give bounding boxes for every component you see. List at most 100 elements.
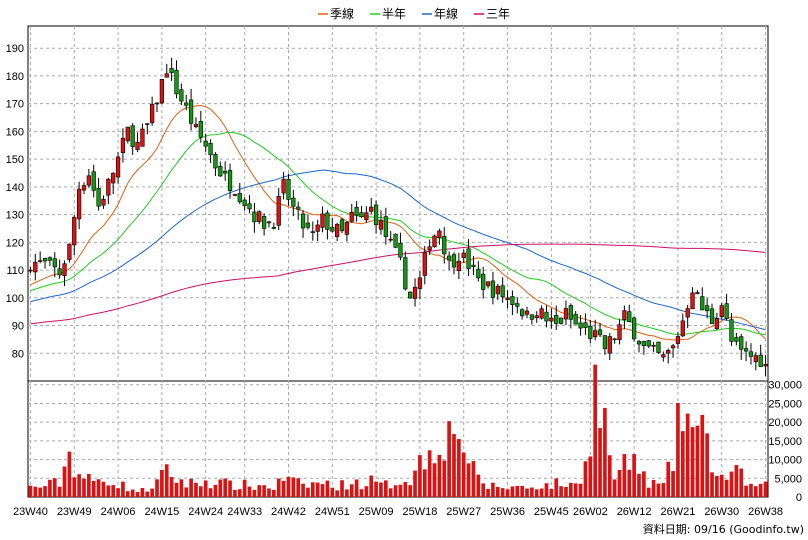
- candle-body: [734, 337, 739, 342]
- volume-bar: [276, 478, 281, 497]
- candle-body: [510, 296, 515, 305]
- candle-body: [335, 223, 340, 237]
- candle-body: [524, 310, 530, 315]
- candle-body: [261, 216, 267, 229]
- candle: [636, 339, 642, 353]
- volume-bar: [121, 481, 125, 497]
- volume-bar: [184, 487, 189, 497]
- candle: [709, 303, 715, 325]
- volume-bar: [101, 481, 106, 497]
- volume-bar: [369, 475, 374, 497]
- volume-bar: [530, 487, 534, 497]
- candle-body: [437, 230, 442, 238]
- candle-body: [481, 273, 486, 290]
- candle-body: [344, 222, 350, 235]
- volume-bar: [729, 471, 734, 497]
- candle-body: [485, 281, 491, 287]
- candle-body: [120, 137, 126, 153]
- volume-bar: [189, 478, 193, 497]
- candle: [602, 335, 608, 355]
- volume-bar: [218, 479, 223, 497]
- candle: [81, 182, 87, 195]
- candle: [252, 202, 257, 233]
- volume-bar: [476, 474, 481, 497]
- candle-body: [193, 124, 199, 128]
- candle: [573, 311, 578, 325]
- volume-bar: [82, 478, 86, 497]
- candle-body: [534, 315, 539, 319]
- candle-body: [432, 235, 437, 248]
- volume-bar: [33, 486, 38, 497]
- volume-bar: [544, 483, 549, 497]
- volume-bar: [700, 414, 705, 497]
- candle: [174, 60, 179, 99]
- volume-bar: [87, 474, 91, 497]
- candle-body: [227, 169, 233, 191]
- volume-bar: [286, 476, 291, 497]
- candle-body: [588, 325, 593, 339]
- volume-bar: [510, 486, 515, 497]
- candle: [115, 151, 121, 184]
- candle-body: [602, 335, 608, 349]
- candle-body: [364, 212, 369, 221]
- volume-bar: [466, 463, 471, 497]
- legend-item: 年線: [422, 6, 458, 21]
- candle-body: [612, 338, 617, 341]
- volume-bar: [646, 487, 651, 497]
- candle-body: [656, 341, 661, 353]
- volume-bar: [208, 488, 213, 497]
- candle: [666, 348, 671, 364]
- candle: [193, 117, 199, 129]
- candle: [670, 343, 676, 358]
- volume-bar: [364, 486, 369, 497]
- candle: [442, 227, 447, 264]
- volume-bar: [77, 474, 81, 497]
- volume-bar: [442, 460, 447, 497]
- candle-body: [500, 285, 505, 298]
- candle-body: [520, 309, 525, 317]
- candle: [554, 305, 559, 330]
- candle-body: [724, 303, 729, 319]
- candle-body: [670, 345, 676, 349]
- candle: [349, 203, 354, 223]
- candle: [495, 283, 500, 301]
- candle-body: [685, 308, 690, 318]
- candle-body: [330, 227, 335, 232]
- volume-bar: [744, 485, 748, 497]
- x-tick-label: 24W24: [188, 506, 223, 518]
- candle-body: [198, 121, 203, 138]
- candle: [266, 221, 272, 228]
- candle: [86, 168, 91, 188]
- volume-bar: [671, 471, 675, 497]
- candle-body: [422, 252, 427, 276]
- candle-body: [705, 305, 710, 312]
- volume-bar: [223, 478, 227, 497]
- candle-body: [651, 344, 656, 347]
- candle-body: [383, 216, 388, 237]
- candle-body: [38, 260, 43, 262]
- candle-body: [719, 305, 724, 318]
- volume-bar: [427, 450, 432, 497]
- grid: [28, 26, 768, 497]
- candle: [515, 297, 520, 314]
- x-tick-label: 26W30: [704, 506, 739, 518]
- volume-bar: [754, 486, 758, 497]
- candle: [627, 304, 632, 323]
- candle-body: [758, 354, 763, 367]
- x-tick-label: 24W15: [144, 506, 179, 518]
- candle: [291, 189, 296, 217]
- candle: [690, 287, 695, 310]
- volume-bars: [28, 364, 768, 497]
- volume-bar: [140, 488, 145, 497]
- candle: [320, 206, 325, 233]
- volume-bar: [491, 482, 495, 497]
- volume-bar: [359, 489, 364, 497]
- volume-bar: [96, 479, 101, 497]
- candle: [617, 318, 622, 345]
- volume-panel-frame: [27, 380, 769, 498]
- candle-body: [583, 322, 588, 328]
- volume-bar: [52, 478, 57, 497]
- volume-bar: [564, 486, 568, 497]
- candle: [145, 123, 150, 135]
- x-tick-label: 24W06: [101, 506, 136, 518]
